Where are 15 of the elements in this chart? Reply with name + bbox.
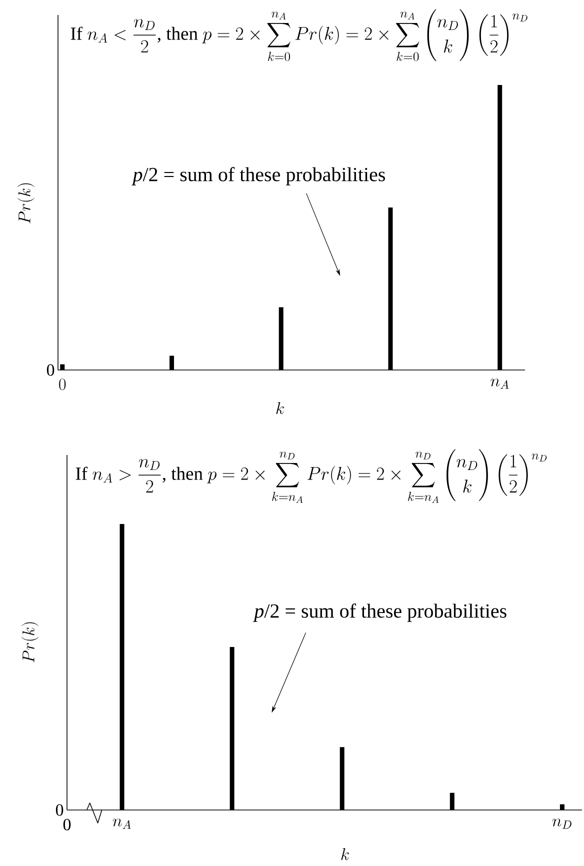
annotation: p/2 = sum of these probabilities xyxy=(252,603,506,622)
text: 0 xyxy=(46,364,54,376)
y-axis-title: $Pr(k)$ xyxy=(22,622,39,662)
x-tick-label: $n_D$ xyxy=(552,818,572,829)
text: 0 xyxy=(56,804,64,816)
x-tick-label: $n_A$ xyxy=(112,818,131,829)
text: 0 xyxy=(63,818,71,830)
x-tick-label: $0$ xyxy=(59,378,66,390)
chart-title: $\text{If }n_A > \frac{n_D}{2}\text{, then }p = 2\times\sum_{k=n_A}^{n_D} Pr(k) = 2\times\sum_{k=n_A}^{n_D}\binom{n_D}{k}\left(\frac{1}{2}\right)^{n_D}$ xyxy=(76,449,547,503)
x-tick-label: $n_A$ xyxy=(490,378,509,389)
y-axis-title: $Pr(k)$ xyxy=(18,183,34,224)
x-axis-title: $k$ xyxy=(276,402,284,414)
chart-title: $\text{If }n_A < \frac{n_D}{2}\text{, then }p = 2\times\sum_{k=0}^{n_A} Pr(k) = 2\times\sum_{k=0}^{n_A}\binom{n_D}{k}\left(\frac{1}{2}\right)^{n_D}$ xyxy=(70,9,528,62)
x-axis-title: $k$ xyxy=(341,848,349,860)
annotation: p/2 = sum of these probabilities xyxy=(132,167,385,186)
